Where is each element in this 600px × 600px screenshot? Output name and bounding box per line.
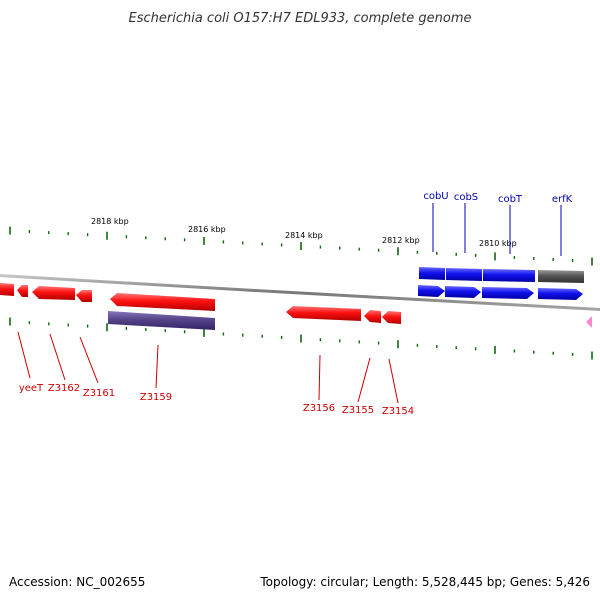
reverse-strand-features — [0, 283, 401, 324]
gene-label-Z3162[interactable]: Z3162 — [48, 383, 80, 394]
gene-label-cobS[interactable]: cobS — [454, 192, 478, 203]
gene-arrow-reverse[interactable] — [110, 293, 215, 311]
gene-label-Z3156[interactable]: Z3156 — [303, 403, 335, 414]
scale-label: 2810 kbp — [479, 239, 517, 248]
gene-arrow-reverse[interactable] — [364, 310, 381, 323]
leader-line — [388, 358, 399, 404]
gene-label-Z3155[interactable]: Z3155 — [342, 405, 374, 416]
map-title: Escherichia coli O157:H7 EDL933, complet… — [129, 11, 472, 26]
genome-backbone — [0, 274, 600, 311]
gene-arrow-forward[interactable] — [482, 287, 534, 299]
gene-arrow-forward[interactable] — [538, 288, 583, 300]
scale-labels: 2818 kbp 2816 kbp 2814 kbp 2812 kbp 2810… — [91, 217, 517, 248]
gene-arrow-reverse[interactable] — [0, 283, 14, 296]
pink-marker — [586, 316, 592, 328]
forward-strand-features — [418, 267, 584, 300]
leader-line — [155, 344, 159, 389]
scale-label: 2816 kbp — [188, 225, 226, 234]
bottom-gene-labels: yeeT Z3162 Z3161 Z3159 Z3156 Z3155 Z3154 — [17, 331, 414, 417]
gene-label-yeeT[interactable]: yeeT — [19, 383, 44, 394]
scale-label: 2818 kbp — [91, 217, 129, 226]
tick-row-bottom — [9, 317, 593, 360]
gene-label-Z3154[interactable]: Z3154 — [382, 406, 414, 417]
gene-arrow-reverse[interactable] — [76, 290, 92, 302]
accession-text: Accession: NC_002655 — [9, 575, 145, 589]
gene-arrow-reverse[interactable] — [382, 311, 401, 324]
leader-line — [49, 333, 66, 381]
gene-arrow-reverse[interactable] — [32, 286, 75, 300]
gene-label-Z3159[interactable]: Z3159 — [140, 392, 172, 403]
top-gene-labels: cobU cobS cobT erfK — [423, 191, 573, 256]
leader-line — [79, 336, 99, 384]
gene-feature-erfK[interactable] — [538, 270, 584, 283]
scale-label: 2812 kbp — [382, 236, 420, 245]
gene-arrow-forward[interactable] — [418, 285, 445, 297]
gene-label-Z3161[interactable]: Z3161 — [83, 388, 115, 399]
feature-other[interactable] — [108, 311, 215, 330]
gene-arrow-forward[interactable] — [445, 286, 481, 298]
scale-label: 2814 kbp — [285, 231, 323, 240]
gene-label-erfK[interactable]: erfK — [552, 194, 573, 205]
gene-label-cobT[interactable]: cobT — [498, 194, 523, 205]
gene-feature-cobU[interactable] — [419, 267, 445, 280]
leader-line — [357, 357, 371, 403]
gene-label-cobU[interactable]: cobU — [423, 191, 448, 202]
gene-arrow-reverse[interactable] — [17, 285, 28, 297]
genome-summary-text: Topology: circular; Length: 5,528,445 bp… — [259, 575, 590, 589]
tick-row-top — [9, 226, 593, 266]
leader-line — [17, 331, 31, 379]
leader-line — [318, 354, 321, 401]
gene-arrow-reverse[interactable] — [286, 306, 361, 321]
gene-feature-cobS[interactable] — [446, 268, 482, 281]
gene-feature-cobT[interactable] — [483, 269, 535, 282]
